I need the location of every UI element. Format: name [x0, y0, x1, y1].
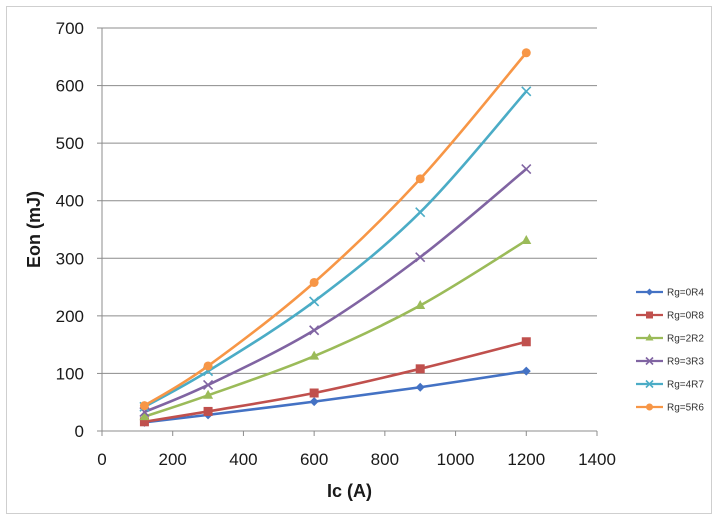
series-1-point-1 [203, 406, 213, 416]
legend-item-0: Rg=0R4 [636, 288, 704, 299]
series-2-point-3 [415, 299, 426, 309]
legend-label-5: Rg=5R6 [667, 403, 704, 414]
series-5-point-1 [203, 361, 213, 371]
series-4-point-2 [309, 296, 320, 307]
y-tick-label-700: 700 [56, 19, 84, 38]
x-tick-label-800: 800 [371, 450, 399, 469]
axes [97, 27, 598, 436]
series-2-point-0 [139, 411, 150, 421]
y-tick-label-100: 100 [56, 364, 84, 383]
series-4-point-4 [521, 86, 532, 97]
series-4-point-3 [415, 207, 426, 218]
series-4 [139, 86, 532, 412]
series-4-point-3-stroke-b [415, 207, 426, 218]
series-4-point-2-stroke-b [309, 296, 320, 307]
y-tick-label-400: 400 [56, 192, 84, 211]
series-0-point-3 [415, 382, 425, 392]
legend-label-1: Rg=0R8 [667, 311, 704, 322]
y-axis-title: Eon (mJ) [24, 191, 44, 268]
series-1-point-2 [309, 388, 319, 398]
series-line-4 [143, 90, 528, 408]
series-5-point-2 [309, 277, 319, 287]
series-1-point-0 [139, 417, 149, 427]
y-tick-label-600: 600 [56, 77, 84, 96]
series-3-point-2-stroke-b [309, 325, 320, 336]
x-axis-title: Ic (A) [327, 481, 372, 501]
series-3-point-2 [309, 325, 320, 336]
series-1 [139, 337, 531, 427]
series-2-point-4 [521, 234, 532, 244]
x-tick-labels: 0 200 400 600 800 1000 1200 1400 [97, 450, 616, 469]
x-tick-label-200: 200 [159, 450, 187, 469]
legend-marker-0 [646, 288, 653, 296]
series-2-point-1 [203, 389, 214, 399]
y-tick-label-200: 200 [56, 307, 84, 326]
x-tick-label-1200: 1200 [507, 450, 545, 469]
x-tick-label-1400: 1400 [578, 450, 616, 469]
legend-item-1: Rg=0R8 [636, 311, 704, 322]
y-tick-label-0: 0 [75, 422, 84, 441]
y-tick-label-500: 500 [56, 134, 84, 153]
series-3-point-4-stroke-b [521, 163, 532, 175]
series-5-point-3 [415, 174, 425, 184]
series-3-point-3 [415, 252, 426, 263]
legend-label-2: Rg=2R2 [667, 334, 704, 345]
legend-item-5: Rg=5R6 [636, 403, 704, 414]
series-line-2 [144, 239, 527, 418]
series-5-point-4 [521, 48, 531, 58]
legend-label-4: Rg=4R7 [667, 380, 704, 391]
legend-label-3: R9=3R3 [667, 357, 704, 368]
series-line-5 [143, 51, 528, 407]
series-group [139, 48, 532, 427]
series-0-point-4 [521, 366, 531, 376]
legend-label-0: Rg=0R4 [667, 288, 704, 299]
series-4-point-4-stroke-b [521, 86, 532, 97]
legend-marker-3-stroke-b [645, 356, 654, 366]
legend: Rg=0R4 Rg=0R8 Rg=2R2 R9=3R3 Rg=4R7 Rg=5R6 [636, 288, 704, 414]
series-line-1 [144, 340, 527, 424]
y-tick-label-300: 300 [56, 249, 84, 268]
series-0-point-2 [309, 397, 319, 407]
legend-marker-4 [645, 379, 654, 389]
x-tick-label-1000: 1000 [437, 450, 475, 469]
legend-item-2: Rg=2R2 [636, 333, 704, 345]
series-5-point-0 [139, 401, 149, 411]
y-tick-labels: 0 100 200 300 400 500 600 700 [56, 19, 84, 441]
series-3-point-1-stroke-b [203, 379, 214, 391]
series-3-point-1 [203, 379, 214, 391]
legend-item-3: R9=3R3 [636, 357, 704, 368]
series-2-point-2 [309, 350, 320, 360]
series-line-3 [143, 168, 528, 414]
legend-item-4: Rg=4R7 [636, 380, 704, 391]
legend-marker-2 [645, 333, 654, 341]
series-3-point-3-stroke-b [415, 252, 426, 263]
x-tick-label-400: 400 [229, 450, 257, 469]
legend-marker-3 [645, 356, 654, 366]
series-1-point-3 [415, 364, 425, 374]
series-3-point-4 [521, 163, 532, 175]
series-1-point-4 [521, 337, 531, 347]
chart-frame [6, 6, 712, 514]
series-3 [139, 163, 532, 418]
x-tick-label-0: 0 [97, 450, 106, 469]
series-2 [139, 234, 532, 421]
legend-marker-1 [646, 311, 653, 319]
x-tick-label-600: 600 [300, 450, 328, 469]
series-5 [139, 48, 531, 411]
legend-marker-5 [646, 403, 653, 411]
gridlines [102, 27, 597, 374]
legend-marker-4-stroke-b [645, 379, 654, 389]
